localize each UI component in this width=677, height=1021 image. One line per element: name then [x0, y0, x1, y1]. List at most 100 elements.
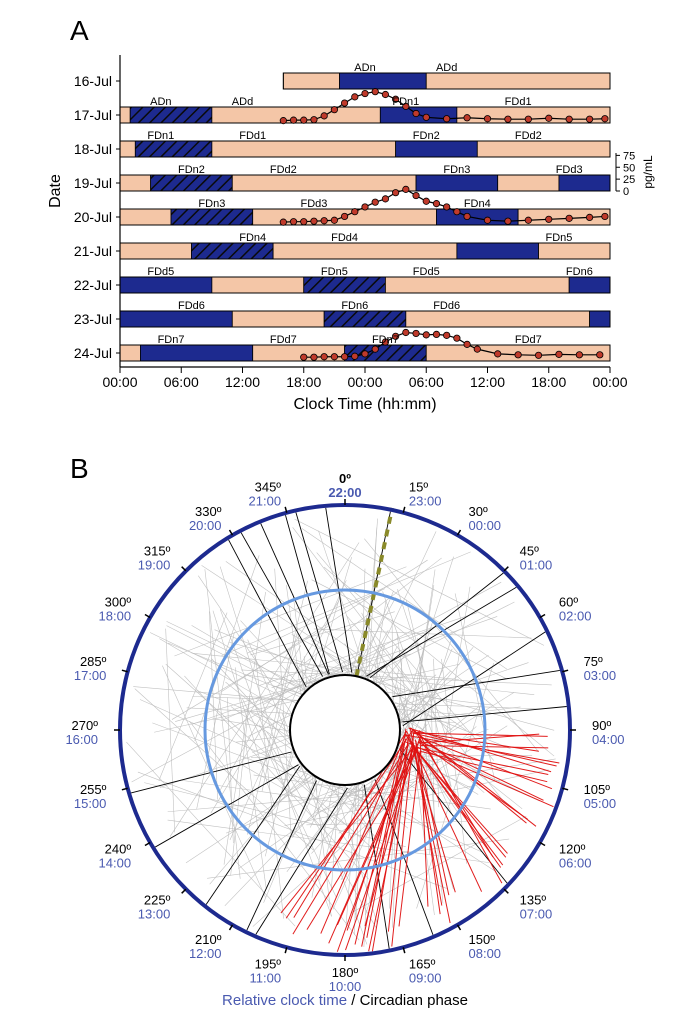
date-label: 24-Jul [74, 345, 112, 361]
degree-label: 270º [72, 718, 99, 733]
degree-label: 255º [80, 782, 107, 797]
bar-annotation: FDd7 [515, 334, 542, 346]
series-marker [546, 115, 552, 121]
figure-svg: AADnADd16-JulADnADdFDn1FDd117-JulFDn1FDd… [0, 0, 677, 1021]
degree-label: 30º [469, 504, 488, 519]
series-marker [372, 346, 378, 352]
segment [339, 73, 426, 89]
series-marker [597, 352, 603, 358]
degree-label: 195º [255, 957, 282, 972]
degree-label: 45º [520, 543, 539, 558]
series-marker [602, 213, 608, 219]
date-label: 23-Jul [74, 311, 112, 327]
bar-annotation: FDd6 [433, 300, 460, 312]
series-marker [331, 217, 337, 223]
series-marker [566, 116, 572, 122]
series-marker [505, 116, 511, 122]
x-tick-label: 06:00 [409, 374, 444, 390]
panel-a: AADnADd16-JulADnADdFDn1FDd117-JulFDn1FDd… [47, 15, 655, 413]
series-marker [352, 209, 358, 215]
segment [120, 345, 140, 361]
series-marker [464, 213, 470, 219]
x-tick-label: 06:00 [164, 374, 199, 390]
series-marker [362, 204, 368, 210]
series-marker [454, 209, 460, 215]
series-marker [403, 186, 409, 192]
series-marker [362, 90, 368, 96]
segment [130, 107, 212, 123]
time-label: 06:00 [559, 856, 592, 871]
degree-label: 165º [409, 957, 436, 972]
segment [539, 243, 610, 259]
bar-annotation: FDn3 [198, 198, 225, 210]
series-marker [495, 351, 501, 357]
segment [120, 107, 130, 123]
series-marker [413, 110, 419, 116]
segment [396, 141, 478, 157]
segment [477, 141, 610, 157]
time-label: 16:00 [65, 732, 98, 747]
series-marker [586, 214, 592, 220]
series-marker [484, 116, 490, 122]
x-tick-label: 00:00 [102, 374, 137, 390]
date-label: 17-Jul [74, 107, 112, 123]
degree-label: 120º [559, 842, 586, 857]
segment [253, 345, 345, 361]
series-marker [341, 354, 347, 360]
degree-label: 180º [332, 965, 359, 980]
degree-label: 150º [469, 932, 496, 947]
segment [232, 311, 324, 327]
time-label: 04:00 [592, 732, 625, 747]
time-label: 09:00 [409, 971, 442, 986]
segment [151, 175, 233, 191]
time-label: 08:00 [469, 946, 502, 961]
series-marker [433, 200, 439, 206]
time-label: 15:00 [74, 796, 107, 811]
time-label: 21:00 [249, 493, 282, 508]
series-marker [362, 351, 368, 357]
degree-label: 90º [592, 718, 611, 733]
time-label: 20:00 [189, 518, 222, 533]
series-marker [413, 192, 419, 198]
series-marker [311, 354, 317, 360]
series-marker [321, 218, 327, 224]
bar-annotation: FDn5 [321, 266, 348, 278]
degree-label: 330º [195, 504, 222, 519]
time-label: 18:00 [99, 609, 132, 624]
series-marker [443, 204, 449, 210]
series-marker [382, 91, 388, 97]
bar-annotation: ADn [150, 96, 171, 108]
date-label: 20-Jul [74, 209, 112, 225]
bar-annotation: FDn7 [372, 334, 399, 346]
series-marker [464, 115, 470, 121]
segment [385, 277, 569, 293]
panel-a-label: A [70, 15, 89, 46]
series-marker [433, 331, 439, 337]
series-marker [280, 117, 286, 123]
degree-label: 345º [255, 479, 282, 494]
series-marker [403, 329, 409, 335]
bar-annotation: FDd3 [556, 164, 583, 176]
bar-annotation: FDn1 [147, 130, 174, 142]
segment [273, 243, 457, 259]
x-tick-label: 12:00 [225, 374, 260, 390]
bar-annotation: FDd1 [239, 130, 266, 142]
date-label: 16-Jul [74, 73, 112, 89]
date-label: 19-Jul [74, 175, 112, 191]
right-axis-tick: 50 [623, 162, 635, 174]
date-label: 22-Jul [74, 277, 112, 293]
segment [590, 311, 610, 327]
series-marker [392, 190, 398, 196]
bar-annotation: FDd2 [270, 164, 297, 176]
date-label: 21-Jul [74, 243, 112, 259]
degree-label: 105º [584, 782, 611, 797]
time-label: 12:00 [189, 946, 222, 961]
bar-annotation: FDd5 [147, 266, 174, 278]
segment [457, 243, 539, 259]
panel-b-label: B [70, 453, 89, 484]
bar-annotation: ADd [436, 62, 457, 74]
time-label: 01:00 [520, 557, 553, 572]
segment [120, 209, 171, 225]
series-marker [290, 218, 296, 224]
bar-annotation: FDd3 [301, 198, 328, 210]
